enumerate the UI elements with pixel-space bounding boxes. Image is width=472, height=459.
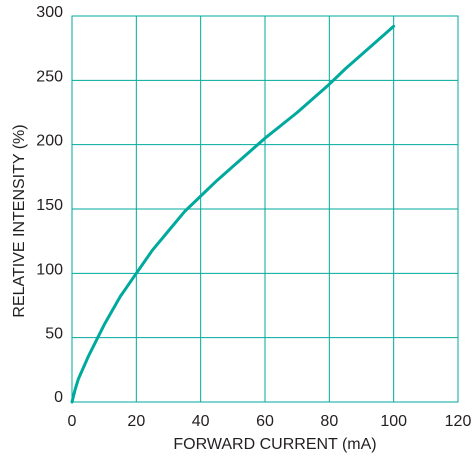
y-tick-label: 100	[36, 261, 63, 278]
x-tick-label: 120	[445, 413, 472, 430]
y-tick-label: 150	[36, 197, 63, 214]
x-tick-label: 40	[192, 413, 210, 430]
x-tick-label: 60	[256, 413, 274, 430]
plot-frame	[71, 15, 459, 403]
x-tick-labels: 0 20 40 60 80 100 120	[68, 413, 472, 430]
y-axis-label: RELATIVE INTENSITY (%)	[11, 124, 28, 317]
y-tick-labels: 0 50 100 150 200 250 300	[36, 4, 63, 406]
x-tick-label: 100	[380, 413, 407, 430]
y-tick-label: 300	[36, 4, 63, 21]
x-tick-label: 0	[68, 413, 77, 430]
series-line	[70, 24, 396, 404]
grid	[71, 15, 459, 403]
x-tick-label: 20	[127, 413, 145, 430]
y-tick-label: 50	[45, 326, 63, 343]
series-group	[70, 24, 396, 404]
y-tick-label: 250	[36, 68, 63, 85]
y-tick-label: 0	[54, 389, 63, 406]
x-axis-label: FORWARD CURRENT (mA)	[173, 436, 376, 453]
x-tick-label: 80	[320, 413, 338, 430]
y-tick-label: 200	[36, 133, 63, 150]
